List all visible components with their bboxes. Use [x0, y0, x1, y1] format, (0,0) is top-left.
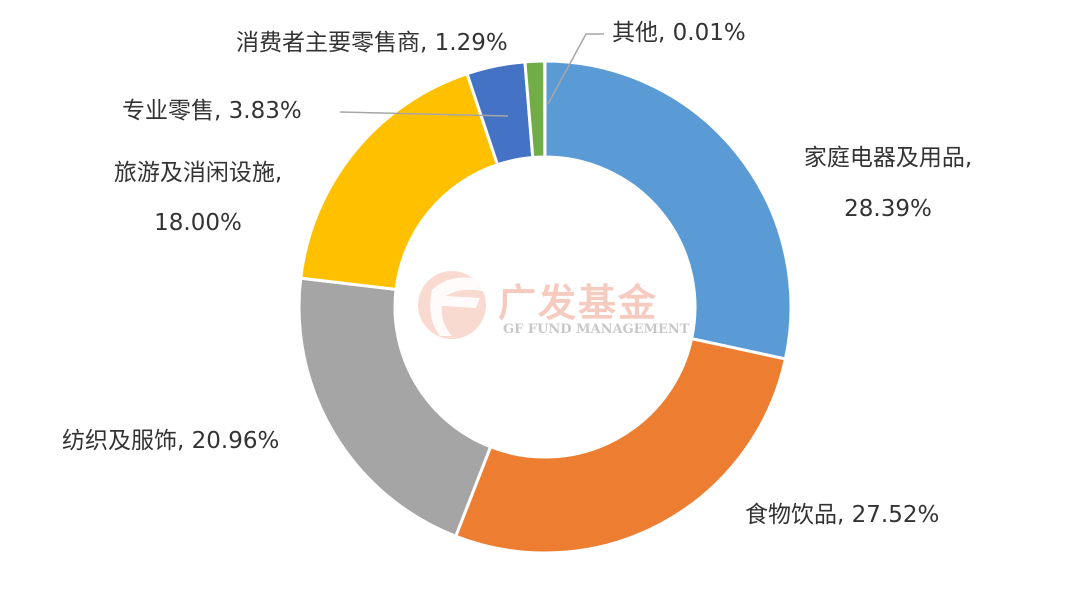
watermark-text-en: GF FUND MANAGEMENT [503, 322, 690, 337]
leader-lines-group [339, 33, 604, 117]
slice-4 [299, 71, 500, 292]
slice-label-6: 消费者主要零售商, 1.29% [236, 30, 508, 56]
slice-label-4: 18.00% [154, 210, 242, 236]
slice-label-1: 28.39% [844, 196, 932, 222]
leader-line-5 [339, 111, 509, 117]
watermark-text-cn: 广发基金 [498, 281, 658, 325]
slice-label-3: 纺织及服饰, 20.96% [62, 428, 279, 454]
slice-2 [453, 336, 788, 555]
watermark-logo-icon [430, 277, 490, 336]
slice-label-1: 家庭电器及用品, [804, 145, 972, 171]
watermark-logo: 广发基金 GF FUND MANAGEMENT [418, 271, 690, 339]
slice-label-2: 食物饮品, 27.52% [745, 502, 939, 528]
slice-label-5: 专业零售, 3.83% [122, 98, 302, 124]
slice-3 [297, 276, 493, 539]
slices-group [297, 59, 793, 555]
slice-1 [543, 59, 793, 361]
slice-label-4: 旅游及消闲设施, [114, 160, 282, 186]
slice-label-7: 其他, 0.01% [612, 20, 746, 46]
labels-group: 家庭电器及用品, 28.39% 食物饮品, 27.52% 纺织及服饰, 20.96% 旅… [62, 20, 972, 528]
leader-line-7 [547, 33, 604, 105]
